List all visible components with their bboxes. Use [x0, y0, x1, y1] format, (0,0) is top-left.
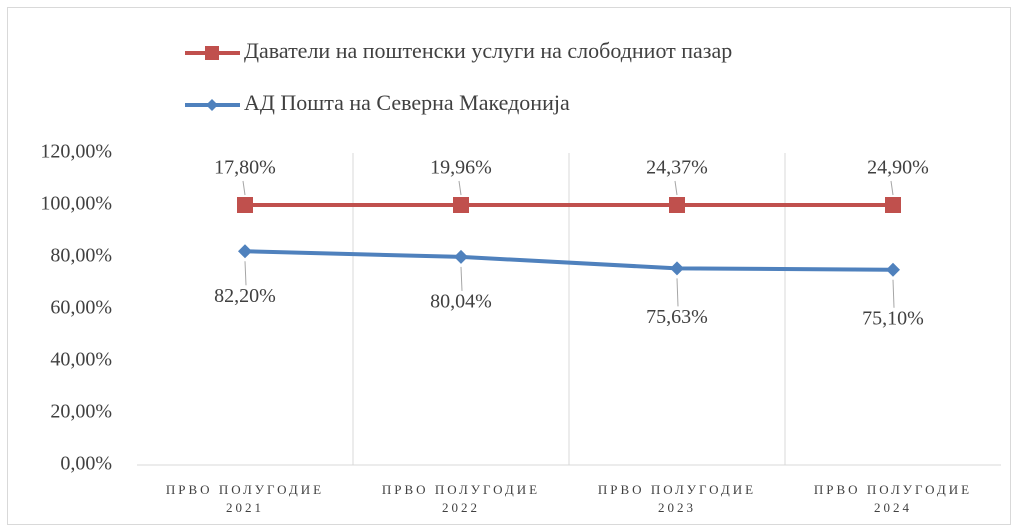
leader-line — [244, 261, 247, 286]
y-tick-label: 100,00% — [40, 193, 112, 215]
leader-line — [460, 266, 463, 291]
leader-line — [674, 180, 678, 196]
y-tick-label: 120,00% — [40, 141, 112, 163]
data-label: 82,20% — [214, 285, 276, 307]
leader-line — [458, 180, 462, 196]
data-label: 80,04% — [430, 290, 492, 312]
data-label: 19,96% — [430, 157, 492, 179]
legend-label: АД Пошта на Северна Македонија — [244, 90, 570, 115]
y-tick-label: 20,00% — [50, 401, 112, 423]
line — [244, 249, 894, 272]
x-tick-label: ПРВО ПОЛУГОДИЕ 2022 — [381, 482, 541, 515]
data-label: 17,80% — [214, 157, 276, 179]
legend-marker — [206, 99, 218, 111]
x-tick-label: ПРВО ПОЛУГОДИЕ 2024 — [813, 482, 973, 515]
data-label: 75,10% — [862, 307, 924, 329]
y-tick-label: 60,00% — [50, 297, 112, 319]
point — [237, 197, 253, 213]
legend-marker — [205, 46, 219, 60]
data-label: 24,37% — [646, 157, 708, 179]
data-label: 24,90% — [867, 157, 929, 179]
y-tick-label: 0,00% — [60, 453, 112, 475]
y-tick-label: 80,00% — [50, 245, 112, 267]
leader-line — [890, 180, 894, 196]
leader-line — [676, 278, 679, 307]
leader-line — [242, 180, 246, 196]
chart-frame — [7, 7, 1011, 525]
legend-label: Даватели на поштенски услуги на слободни… — [244, 38, 732, 63]
point — [453, 197, 469, 213]
point — [886, 262, 900, 277]
x-tick-label: ПРВО ПОЛУГОДИЕ 2021 — [165, 482, 325, 515]
point — [454, 249, 468, 264]
point — [669, 197, 685, 213]
data-label: 75,63% — [646, 306, 708, 328]
point — [885, 197, 901, 213]
point — [670, 261, 684, 276]
y-tick-label: 40,00% — [50, 349, 112, 371]
x-tick-label: ПРВО ПОЛУГОДИЕ 2023 — [597, 482, 757, 515]
point — [238, 244, 252, 259]
leader-line — [892, 279, 895, 308]
